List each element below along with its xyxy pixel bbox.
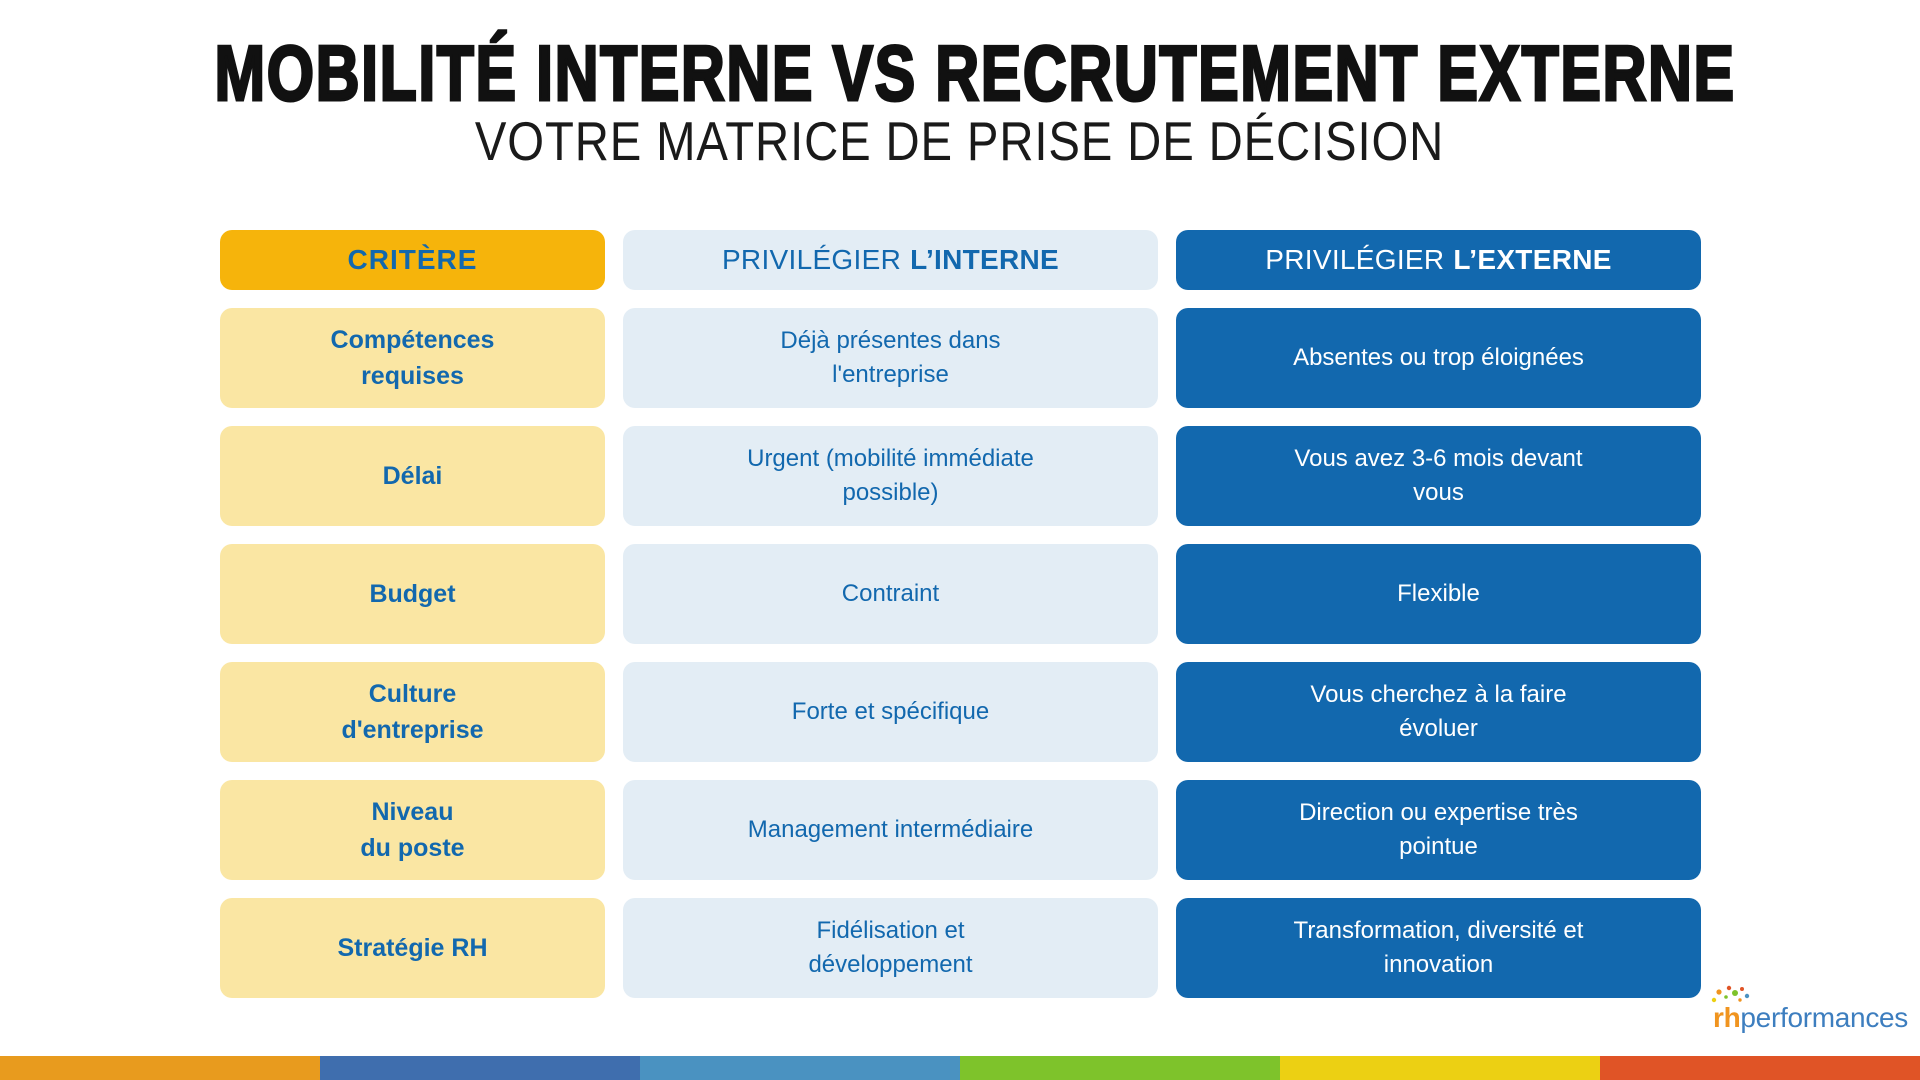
- logo-performances-text: performances: [1740, 1002, 1908, 1033]
- externe-cell: Absentes ou trop éloignées: [1176, 308, 1701, 408]
- header-externe-bold: L’EXTERNE: [1453, 244, 1612, 275]
- interne-cell: Contraint: [623, 544, 1158, 644]
- footer-segment-orange: [0, 1056, 320, 1080]
- footer-segment-darkblue: [320, 1056, 640, 1080]
- rh-performances-logo: rh performances: [1711, 985, 1908, 1034]
- footer-segment-yellow: [1280, 1056, 1600, 1080]
- interne-cell: Management intermédiaire: [623, 780, 1158, 880]
- logo-rh-text: rh: [1711, 985, 1750, 1034]
- externe-cell: Direction ou expertise très pointue: [1176, 780, 1701, 880]
- criterion-cell: Délai: [220, 426, 605, 526]
- footer-segment-green: [960, 1056, 1280, 1080]
- header-interne-prefix: PRIVILÉGIER: [721, 244, 902, 275]
- interne-cell: Urgent (mobilité immédiate possible): [623, 426, 1158, 526]
- header-cell-critere: CRITÈRE: [220, 230, 605, 290]
- interne-cell: Fidélisation et développement: [623, 898, 1158, 998]
- externe-cell: Transformation, diversité et innovation: [1176, 898, 1701, 998]
- page-subtitle: VOTRE MATRICE DE PRISE DE DÉCISION: [475, 110, 1445, 173]
- externe-cell: Flexible: [1176, 544, 1701, 644]
- criterion-cell: Compétences requises: [220, 308, 605, 408]
- footer-segment-steelblue: [640, 1056, 960, 1080]
- criterion-cell: Stratégie RH: [220, 898, 605, 998]
- header-externe-prefix: PRIVILÉGIER: [1265, 244, 1445, 275]
- header-cell-externe: PRIVILÉGIER L’EXTERNE: [1176, 230, 1701, 290]
- header-block: MOBILITÉ INTERNE VS RECRUTEMENT EXTERNE …: [0, 29, 1920, 169]
- interne-cell: Forte et spécifique: [623, 662, 1158, 762]
- criterion-cell: Budget: [220, 544, 605, 644]
- externe-cell: Vous cherchez à la faire évoluer: [1176, 662, 1701, 762]
- header-interne-bold: L’INTERNE: [910, 244, 1060, 275]
- footer-segment-red: [1600, 1056, 1920, 1080]
- logo-dots-icon: [1711, 985, 1750, 1003]
- footer-color-bar: [0, 1056, 1920, 1080]
- interne-cell: Déjà présentes dans l'entreprise: [623, 308, 1158, 408]
- page-title: MOBILITÉ INTERNE VS RECRUTEMENT EXTERNE: [213, 29, 1736, 117]
- page-subtitle-wrap: VOTRE MATRICE DE PRISE DE DÉCISION: [0, 114, 1920, 169]
- header-cell-interne: PRIVILÉGIER L’INTERNE: [623, 230, 1158, 290]
- externe-cell: Vous avez 3-6 mois devant vous: [1176, 426, 1701, 526]
- decision-matrix-table: CRITÈRE PRIVILÉGIER L’INTERNE PRIVILÉGIE…: [220, 230, 1701, 998]
- criterion-cell: Niveau du poste: [220, 780, 605, 880]
- criterion-cell: Culture d'entreprise: [220, 662, 605, 762]
